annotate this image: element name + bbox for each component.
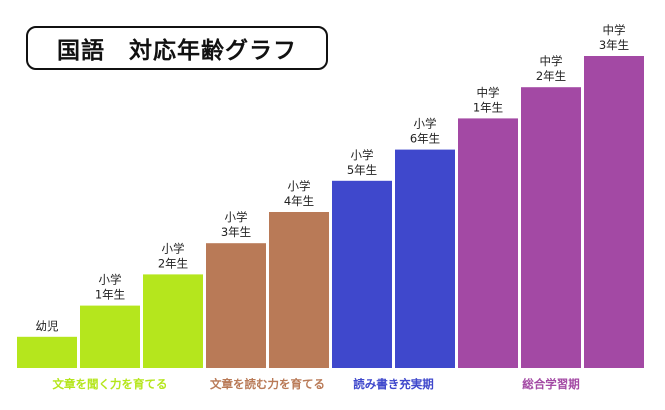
bar-label-3-line-2: 2年生 bbox=[158, 256, 188, 270]
bar-label-1-line-1: 幼児 bbox=[36, 319, 59, 333]
bar-5 bbox=[269, 212, 329, 368]
bar-label-2-line-2: 1年生 bbox=[95, 288, 125, 302]
bar-1 bbox=[17, 336, 77, 368]
group-label-2: 文章を読む力を育てる bbox=[210, 377, 325, 391]
bar-label-9-line-1: 中学 bbox=[540, 54, 563, 68]
bar-label-4-line-1: 小学 bbox=[225, 210, 248, 224]
bar-label-6-line-1: 小学 bbox=[351, 148, 374, 162]
bar-2 bbox=[80, 305, 140, 368]
bar-label-7-line-2: 6年生 bbox=[410, 132, 440, 146]
bar-label-8-line-2: 1年生 bbox=[473, 100, 503, 114]
bar-4 bbox=[206, 243, 266, 368]
bar-label-5-line-2: 4年生 bbox=[284, 194, 314, 208]
bar-label-10-line-1: 中学 bbox=[603, 23, 626, 37]
bar-8 bbox=[458, 118, 518, 369]
bar-9 bbox=[521, 87, 581, 368]
bar-label-10-line-2: 3年生 bbox=[599, 38, 629, 52]
bar-label-5-line-1: 小学 bbox=[288, 179, 311, 193]
chart-title-box: 国語 対応年齢グラフ bbox=[26, 26, 328, 70]
bar-7 bbox=[395, 149, 455, 368]
group-label-1: 文章を聞く力を育てる bbox=[53, 377, 168, 391]
bar-label-7-line-1: 小学 bbox=[414, 117, 437, 131]
chart-title: 国語 対応年齢グラフ bbox=[57, 38, 297, 64]
bar-label-8-line-1: 中学 bbox=[477, 85, 500, 99]
group-label-4: 総合学習期 bbox=[522, 377, 580, 391]
bar-label-9-line-2: 2年生 bbox=[536, 69, 566, 83]
bar-label-4-line-2: 3年生 bbox=[221, 225, 251, 239]
bar-label-3-line-1: 小学 bbox=[162, 241, 185, 255]
bar-label-2-line-1: 小学 bbox=[99, 273, 122, 287]
bar-3 bbox=[143, 274, 203, 368]
group-label-3: 読み書き充実期 bbox=[353, 377, 434, 391]
bar-label-6-line-2: 5年生 bbox=[347, 163, 377, 177]
bar-6 bbox=[332, 180, 392, 368]
bar-10 bbox=[584, 56, 644, 368]
